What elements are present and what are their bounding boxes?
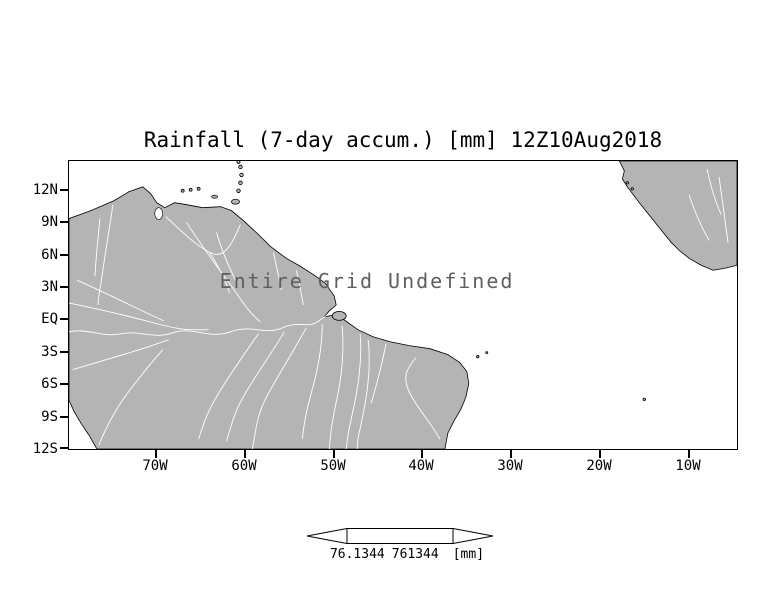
caribbean-island	[188, 187, 193, 192]
y-tick-mark	[60, 351, 68, 353]
y-tick-label: EQ	[41, 311, 58, 327]
x-tick-label: 70W	[142, 458, 168, 474]
y-tick-mark	[60, 416, 68, 418]
south-america-landmass	[69, 186, 470, 449]
y-tick-mark	[60, 383, 68, 385]
x-tick-mark	[510, 450, 512, 458]
y-tick-mark	[60, 447, 68, 449]
colorbar	[306, 528, 494, 544]
atlantic-islet	[485, 351, 489, 355]
x-tick-mark	[688, 450, 690, 458]
undefined-annotation: Entire Grid Undefined	[219, 269, 515, 293]
x-tick-mark	[155, 450, 157, 458]
trinidad-island	[231, 198, 240, 205]
atlantic-islet	[642, 397, 646, 401]
africa-landmass	[618, 161, 737, 271]
x-tick-label: 10W	[675, 458, 701, 474]
y-tick-mark	[60, 189, 68, 191]
x-tick-mark	[333, 450, 335, 458]
caribbean-island	[239, 172, 244, 178]
margarita-island	[211, 194, 218, 199]
caribbean-island	[180, 188, 185, 193]
lake-maracaibo	[154, 207, 164, 220]
y-tick-mark	[60, 286, 68, 288]
y-tick-label: 12S	[32, 441, 58, 457]
plot-frame: Entire Grid Undefined	[68, 160, 738, 450]
x-tick-label: 40W	[408, 458, 434, 474]
y-tick-mark	[60, 221, 68, 223]
x-tick-mark	[244, 450, 246, 458]
y-tick-label: 9S	[41, 409, 58, 425]
colorbar-max-value: 761344	[391, 547, 439, 562]
caribbean-island	[236, 188, 241, 193]
y-tick-label: 6N	[41, 247, 58, 263]
caribbean-island	[238, 180, 243, 186]
colorbar-min-value: 76.1344	[329, 547, 385, 562]
river-lines	[69, 168, 729, 449]
x-tick-label: 60W	[231, 458, 257, 474]
x-tick-mark	[421, 450, 423, 458]
caribbean-island	[238, 164, 243, 170]
y-tick-label: 3S	[41, 344, 58, 360]
marajo-island	[331, 311, 347, 321]
colorbar-shape	[306, 528, 494, 544]
colorbar-units: [mm]	[452, 547, 485, 562]
x-tick-label: 30W	[497, 458, 523, 474]
coastal-island	[630, 187, 634, 191]
x-tick-label: 50W	[320, 458, 346, 474]
y-tick-mark	[60, 318, 68, 320]
x-tick-label: 20W	[586, 458, 612, 474]
y-tick-label: 6S	[41, 376, 58, 392]
map-svg	[69, 161, 737, 449]
atlantic-islet	[476, 355, 480, 359]
y-tick-label: 12N	[32, 182, 58, 198]
y-tick-label: 3N	[41, 279, 58, 295]
y-tick-mark	[60, 254, 68, 256]
x-tick-mark	[599, 450, 601, 458]
caribbean-island	[196, 186, 201, 191]
landmasses	[69, 161, 737, 449]
coastal-island	[625, 181, 629, 185]
chart-title: Rainfall (7-day accum.) [mm] 12Z10Aug201…	[143, 128, 663, 152]
caribbean-island	[236, 161, 241, 164]
colorbar-labels: 76.1344 761344 [mm]	[292, 547, 522, 562]
y-tick-label: 9N	[41, 214, 58, 230]
